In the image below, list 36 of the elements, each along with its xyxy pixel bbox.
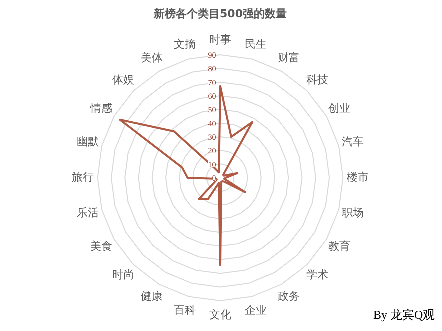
spoke-label: 美体 <box>140 52 163 65</box>
spoke-label: 文摘 <box>174 38 196 51</box>
spoke-label: 时尚 <box>112 268 134 282</box>
y-tick-label: 70 <box>208 78 216 88</box>
y-tick-label: 10 <box>208 160 216 170</box>
spoke-label: 时事 <box>210 33 232 46</box>
spoke-label: 楼市 <box>346 170 369 184</box>
y-tick-label: 90 <box>208 51 216 60</box>
y-tick-label: 80 <box>208 64 216 74</box>
spoke-label: 文化 <box>210 308 232 322</box>
spoke-label: 体娱 <box>112 74 134 87</box>
spoke-label: 企业 <box>245 304 268 317</box>
y-tick-label: 40 <box>208 119 216 128</box>
chart-title: 新榜各个类目500强的数量 <box>153 8 287 20</box>
y-tick-label: 50 <box>208 106 216 115</box>
spoke-label: 民生 <box>245 38 268 51</box>
spoke-label: 职场 <box>342 208 364 220</box>
y-tick-label: 60 <box>208 92 216 101</box>
spoke-label: 创业 <box>328 102 350 116</box>
spoke-label: 教育 <box>328 240 350 253</box>
spoke-label: 健康 <box>140 290 163 304</box>
text: By 龙宾Q观 <box>374 308 436 322</box>
y-tick-label: 0 <box>212 174 216 183</box>
spoke-label: 幽默 <box>76 135 99 148</box>
spoke-label: 旅行 <box>72 170 94 184</box>
spoke-label: 乐活 <box>76 206 99 220</box>
spoke-label: 美食 <box>90 240 113 253</box>
spoke-label: 科技 <box>306 74 329 87</box>
spoke-label: 政务 <box>278 291 300 304</box>
spoke-label: 汽车 <box>342 135 364 148</box>
spoke-label: 学术 <box>306 268 329 282</box>
y-tick-label: 30 <box>208 132 216 142</box>
spoke-label: 百科 <box>174 304 196 317</box>
y-tick-label: 20 <box>208 146 216 156</box>
spoke-label: 情感 <box>90 102 113 116</box>
spoke-label: 财富 <box>278 52 300 65</box>
